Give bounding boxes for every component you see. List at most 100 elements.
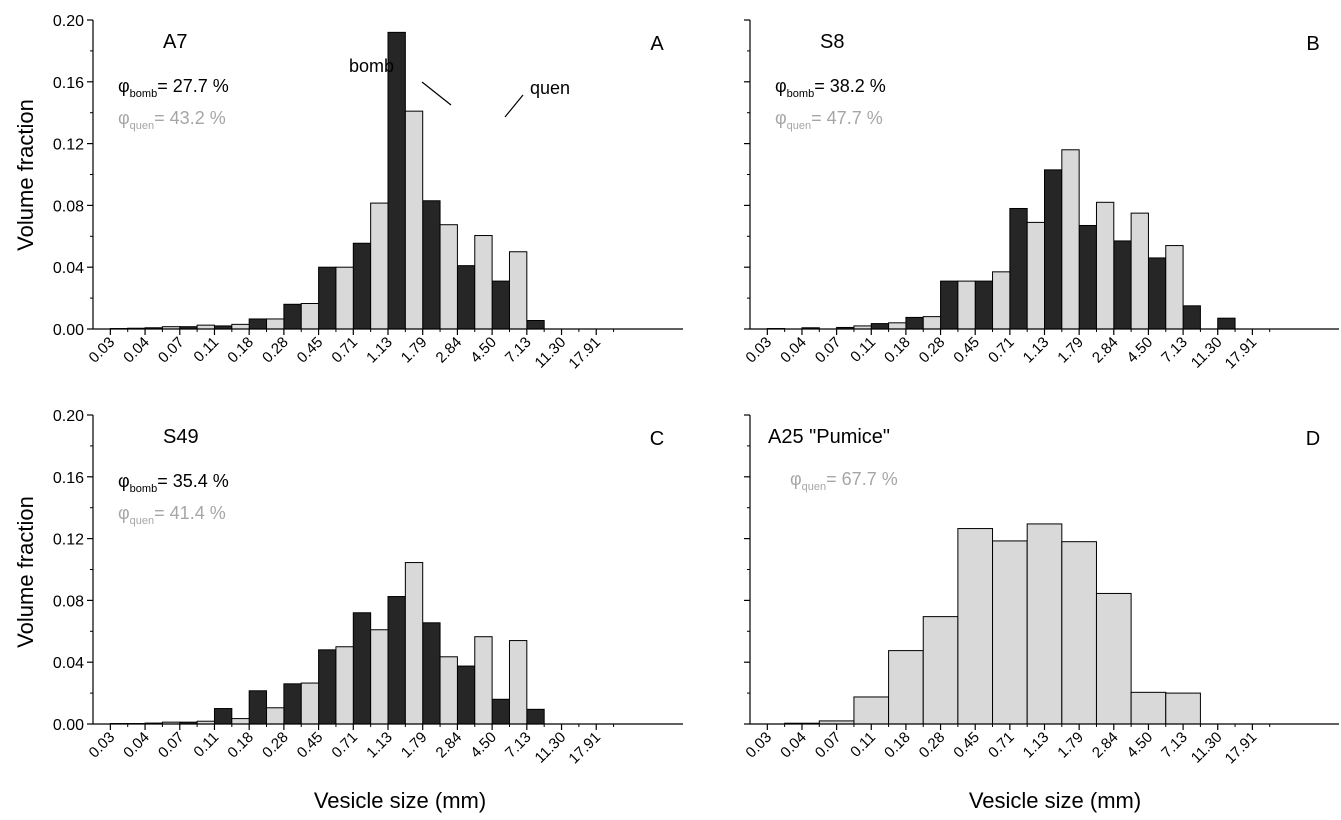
x-tick-label: 7.13 <box>502 729 535 762</box>
bar-quen <box>1130 691 1167 725</box>
bar-bomb <box>318 266 337 330</box>
x-tick-label: 0.11 <box>847 729 879 761</box>
phi-bomb-label: φbomb= 27.7 % <box>118 76 229 100</box>
x-tick-label: 0.07 <box>155 334 188 367</box>
bar-quen <box>508 640 528 725</box>
sample-name: S8 <box>820 31 844 53</box>
x-tick-label: 4.50 <box>1124 729 1157 762</box>
y-tick-label: 0.20 <box>53 13 84 30</box>
bar-bomb <box>905 316 924 330</box>
bar-bomb <box>283 303 302 330</box>
x-tick-label: 11.30 <box>1188 334 1226 372</box>
bar-bomb <box>283 683 302 725</box>
x-tick-label: 1.79 <box>398 334 431 367</box>
phi-value: = 38.2 % <box>814 76 886 96</box>
x-tick-label: 0.03 <box>742 729 775 762</box>
phi-value: = 43.2 % <box>154 108 226 128</box>
x-tick-label: 0.04 <box>777 729 810 762</box>
x-tick-label: 17.91 <box>565 334 604 373</box>
x-tick-label: 1.13 <box>1020 334 1053 367</box>
bar-quen <box>957 280 976 330</box>
bar-quen <box>992 271 1011 330</box>
bar-bomb <box>456 265 476 330</box>
x-tick-label: 0.04 <box>120 334 153 367</box>
x-tick-label: 0.11 <box>847 334 879 366</box>
bar-bomb <box>387 31 406 330</box>
bar-bomb <box>491 280 510 330</box>
x-tick-label: 0.11 <box>190 334 222 366</box>
x-tick-label: 0.04 <box>120 729 153 762</box>
panel-letter: A <box>650 33 664 55</box>
bar-quen <box>474 235 493 330</box>
x-tick-label: 2.84 <box>433 334 466 367</box>
bar-bomb <box>248 318 268 330</box>
bar-bomb <box>422 200 441 330</box>
x-tick-label: 1.13 <box>363 334 396 367</box>
phi-quen-label: φquen= 47.7 % <box>775 108 883 132</box>
phi-value: = 47.7 % <box>811 108 883 128</box>
x-tick-label: 17.91 <box>565 729 604 768</box>
y-tick-label: 0.04 <box>53 655 84 672</box>
x-tick-label: 1.13 <box>363 729 396 762</box>
y-tick-label: 0.16 <box>53 470 84 487</box>
bar-bomb <box>526 708 545 725</box>
bomb-callout-line <box>421 81 452 106</box>
y-tick-label: 0.08 <box>53 198 84 215</box>
x-tick-label: 0.18 <box>224 729 257 762</box>
bar-quen <box>888 650 924 725</box>
x-tick-label: 0.18 <box>881 729 914 762</box>
bar-bomb <box>1078 224 1097 330</box>
bar-quen <box>1026 221 1046 330</box>
bar-bomb <box>1009 207 1028 330</box>
y-tick-label: 0.04 <box>53 260 84 277</box>
bar-quen <box>335 646 354 725</box>
phi-subscript: quen <box>130 120 154 132</box>
x-tick-label: 0.04 <box>777 334 810 367</box>
x-tick-label: 0.45 <box>950 729 983 762</box>
bar-quen <box>888 322 907 330</box>
x-tick-label: 2.84 <box>1089 334 1122 367</box>
panel-c: 0.000.040.080.120.160.200.03 0.04 0.07 0.11… <box>53 408 683 767</box>
y-tick-label: 0.00 <box>53 322 84 339</box>
bar-bomb <box>526 320 545 330</box>
x-tick-label: 2.84 <box>433 729 466 762</box>
bar-quen <box>300 682 320 725</box>
bar-quen <box>853 696 890 725</box>
phi-bomb-label: φbomb= 38.2 % <box>775 76 886 100</box>
x-tick-label: 4.50 <box>1124 334 1157 367</box>
bar-bomb <box>456 665 476 725</box>
x-tick-label: 0.28 <box>916 334 949 367</box>
bar-quen <box>439 656 458 725</box>
phi-subscript: bomb <box>130 483 158 495</box>
phi-value: = 67.7 % <box>826 469 898 489</box>
bar-bomb <box>352 242 372 330</box>
sample-name: A25 "Pumice" <box>768 426 890 448</box>
x-tick-label: 0.71 <box>328 729 361 762</box>
panel-b: 0.03 0.04 0.07 0.11 0.18 0.28 0.45 0.71 1.13 1.79… <box>742 19 1339 373</box>
x-tick-label: 0.03 <box>86 729 119 762</box>
phi-value: = 27.7 % <box>157 76 229 96</box>
phi-quen-label: φquen= 41.4 % <box>118 503 226 527</box>
y-tick-label: 0.12 <box>53 137 84 154</box>
phi-symbol: φ <box>118 503 130 523</box>
x-tick-label: 0.11 <box>190 729 222 761</box>
sample-name: A7 <box>163 31 187 53</box>
phi-subscript: quen <box>802 481 826 493</box>
bar-quen <box>1095 201 1115 330</box>
quen-callout-line <box>504 94 524 118</box>
y-tick-label: 0.20 <box>53 408 84 425</box>
bar-quen <box>508 251 528 330</box>
sample-name: S49 <box>163 426 199 448</box>
bar-bomb <box>940 280 959 330</box>
bar-quen <box>404 562 424 725</box>
y-axis-label-bottom: Volume fraction <box>13 496 38 648</box>
bar-bomb <box>491 698 510 725</box>
bar-quen <box>439 224 458 330</box>
x-axis-label-right: Vesicle size (mm) <box>969 788 1141 813</box>
x-tick-label: 0.45 <box>950 334 983 367</box>
x-tick-label: 0.45 <box>294 334 327 367</box>
x-tick-label: 0.03 <box>742 334 775 367</box>
bar-quen <box>266 318 285 330</box>
x-tick-label: 17.91 <box>1222 729 1261 768</box>
x-tick-label: 17.91 <box>1222 334 1261 373</box>
